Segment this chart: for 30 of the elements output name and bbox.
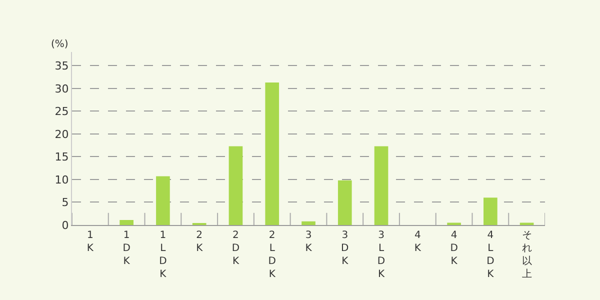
x-tick-label: 4K — [414, 230, 422, 254]
y-tick-label: 30 — [54, 82, 69, 96]
x-tick-label: 1DK — [122, 230, 131, 267]
bar — [120, 220, 134, 225]
y-tick-label: 15 — [54, 150, 69, 164]
x-tick-label: 4LDK — [486, 230, 495, 280]
y-tick-label: 35 — [54, 60, 69, 73]
x-tick-label: 2DK — [232, 230, 240, 267]
x-tick-label: 2LDK — [268, 230, 276, 280]
y-tick-label: 10 — [54, 173, 69, 186]
bar — [484, 198, 498, 225]
x-tick-label: それ以上 — [522, 230, 532, 280]
bar — [156, 176, 170, 225]
x-tick-label: 1LDK — [159, 230, 168, 280]
y-tick-label: 25 — [54, 105, 69, 118]
y-tick-label: 0 — [62, 218, 69, 232]
y-axis-title: (%) — [51, 39, 68, 50]
x-tick-label: 1K — [86, 230, 94, 254]
x-tick-label: 3DK — [341, 230, 350, 267]
bar — [302, 221, 316, 225]
y-tick-label: 20 — [54, 128, 69, 141]
x-tick-label: 3K — [305, 230, 312, 254]
y-tick-label: 5 — [62, 196, 69, 210]
x-tick-label: 2K — [196, 230, 204, 254]
bar — [374, 146, 388, 225]
bar — [338, 180, 352, 225]
x-tick-label: 3LDK — [377, 230, 386, 280]
bar — [228, 146, 243, 225]
bar — [265, 82, 280, 225]
x-tick-label: 4DK — [450, 230, 458, 267]
